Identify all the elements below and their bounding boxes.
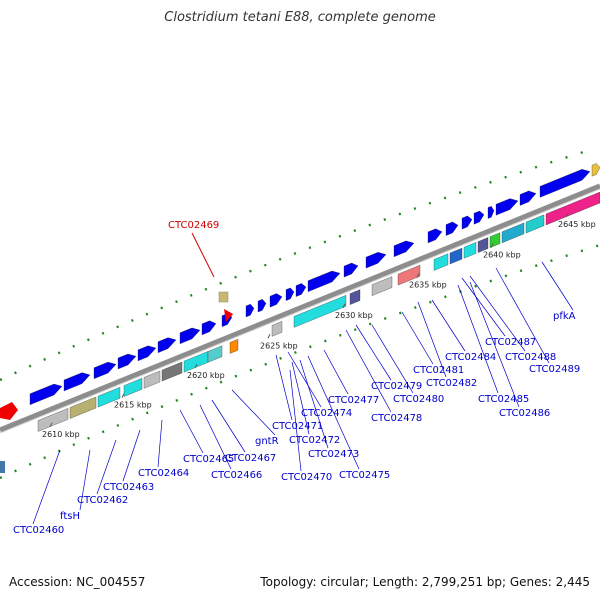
- forward-gene[interactable]: [157, 337, 177, 353]
- gene-label[interactable]: CTC02467: [225, 453, 276, 464]
- reverse-gene[interactable]: [463, 242, 477, 259]
- reverse-gene[interactable]: [545, 191, 600, 226]
- gene-label[interactable]: CTC02470: [281, 472, 332, 483]
- kbp-tick-label: 2625 kbp: [260, 341, 298, 350]
- kbp-tick-label: 2635 kbp: [409, 281, 447, 290]
- reverse-gene[interactable]: [97, 386, 121, 408]
- forward-gene[interactable]: [473, 210, 485, 225]
- gene-label[interactable]: CTC02481: [413, 365, 464, 376]
- genome-backbone-shadow: [0, 188, 600, 434]
- forward-gene[interactable]: [539, 169, 591, 198]
- forward-gene[interactable]: [63, 372, 91, 392]
- gene-label[interactable]: CTC02480: [393, 394, 444, 405]
- gene-label[interactable]: CTC02463: [103, 482, 154, 493]
- forward-gene[interactable]: [487, 206, 495, 219]
- reverse-strand: [37, 191, 600, 432]
- forward-gene[interactable]: [137, 345, 157, 362]
- forward-gene[interactable]: [245, 303, 255, 318]
- forward-gene[interactable]: [427, 228, 443, 244]
- reverse-gene[interactable]: [207, 345, 223, 363]
- forward-gene[interactable]: [365, 252, 387, 269]
- kbp-tick-label: 2615 kbp: [114, 401, 152, 410]
- gene-label[interactable]: CTC02466: [211, 470, 262, 481]
- reverse-gene[interactable]: [271, 321, 283, 337]
- highlighted-gene-label[interactable]: CTC02469: [168, 220, 219, 231]
- kbp-tick-label: 2640 kbp: [483, 251, 521, 260]
- topology-summary: Topology: circular; Length: 2,799,251 bp…: [260, 575, 590, 589]
- highlighted-gene[interactable]: [218, 291, 229, 303]
- forward-gene[interactable]: [591, 163, 600, 177]
- gene-label[interactable]: CTC02472: [289, 435, 340, 446]
- edge-gene-red: [0, 402, 18, 420]
- reverse-gene[interactable]: [69, 396, 97, 419]
- forward-gene[interactable]: [269, 293, 283, 308]
- gene-label[interactable]: CTC02477: [328, 395, 379, 406]
- forward-gene[interactable]: [257, 299, 267, 313]
- gene-label[interactable]: gntR: [255, 436, 279, 447]
- reverse-gene[interactable]: [501, 222, 525, 244]
- forward-gene[interactable]: [519, 190, 537, 206]
- forward-gene[interactable]: [495, 198, 519, 216]
- forward-gene[interactable]: [307, 270, 341, 292]
- gene-label[interactable]: CTC02486: [499, 408, 550, 419]
- highlighted-gene-arrow: [224, 309, 233, 322]
- reverse-gene[interactable]: [449, 247, 463, 265]
- gene-label[interactable]: CTC02474: [301, 408, 352, 419]
- gene-labels: CTC02460 ftsH CTC02462 CTC02463 CTC02464 CTC0…: [13, 261, 580, 536]
- forward-gene[interactable]: [285, 287, 295, 301]
- gene-label[interactable]: CTC02460: [13, 525, 64, 536]
- gene-label[interactable]: CTC02485: [478, 394, 529, 405]
- reverse-gene[interactable]: [477, 237, 489, 253]
- forward-gene[interactable]: [393, 240, 415, 257]
- gene-label[interactable]: CTC02473: [308, 449, 359, 460]
- kbp-scale: 2610 kbp 2615 kbp 2620 kbp 2625 kbp 2630 kbp…: [42, 212, 596, 439]
- forward-gene[interactable]: [461, 215, 473, 230]
- gene-label[interactable]: CTC02488: [505, 352, 556, 363]
- gene-label[interactable]: CTC02482: [426, 378, 477, 389]
- accession-text: Accession: NC_004557: [9, 575, 146, 589]
- gene-label[interactable]: CTC02471: [272, 421, 323, 432]
- kbp-tick-label: 2645 kbp: [558, 220, 596, 229]
- gene-label[interactable]: CTC02479: [371, 381, 422, 392]
- reverse-gene[interactable]: [397, 264, 421, 286]
- reverse-gene[interactable]: [371, 276, 393, 296]
- forward-gene[interactable]: [117, 353, 137, 370]
- gene-label[interactable]: CTC02462: [77, 495, 128, 506]
- reverse-gene[interactable]: [349, 289, 361, 305]
- gene-label[interactable]: CTC02465: [183, 454, 234, 465]
- reverse-gene[interactable]: [433, 253, 449, 271]
- gene-label[interactable]: pfkA: [553, 311, 576, 322]
- reverse-gene[interactable]: [37, 408, 69, 432]
- kbp-tick-label: 2610 kbp: [42, 430, 80, 439]
- gene-label[interactable]: CTC02478: [371, 413, 422, 424]
- forward-gene[interactable]: [29, 383, 63, 406]
- map-title: Clostridium tetani E88, complete genome: [164, 10, 436, 25]
- kbp-tick-label: 2630 kbp: [335, 311, 373, 320]
- gene-label[interactable]: CTC02489: [529, 364, 580, 375]
- forward-gene[interactable]: [445, 221, 459, 236]
- kbp-tick-label: 2620 kbp: [187, 371, 225, 380]
- highlight-leader: [191, 232, 215, 278]
- gene-label[interactable]: CTC02475: [339, 470, 390, 481]
- reverse-gene[interactable]: [229, 338, 239, 354]
- forward-gene[interactable]: [295, 283, 307, 297]
- reverse-gene[interactable]: [161, 361, 183, 382]
- genome-backbone: [0, 183, 600, 433]
- gene-label[interactable]: ftsH: [60, 511, 80, 522]
- forward-gene[interactable]: [179, 327, 201, 345]
- forward-strand: [29, 163, 600, 406]
- reverse-gene[interactable]: [525, 214, 545, 234]
- gene-label[interactable]: CTC02484: [445, 352, 496, 363]
- forward-gene[interactable]: [201, 320, 217, 336]
- reverse-gene[interactable]: [293, 295, 347, 328]
- forward-gene[interactable]: [343, 262, 359, 278]
- gene-label[interactable]: CTC02487: [485, 337, 536, 348]
- forward-gene[interactable]: [93, 361, 117, 379]
- gene-label[interactable]: CTC02464: [138, 468, 189, 479]
- reverse-gene[interactable]: [143, 370, 161, 389]
- edge-gene-steel: [0, 461, 5, 473]
